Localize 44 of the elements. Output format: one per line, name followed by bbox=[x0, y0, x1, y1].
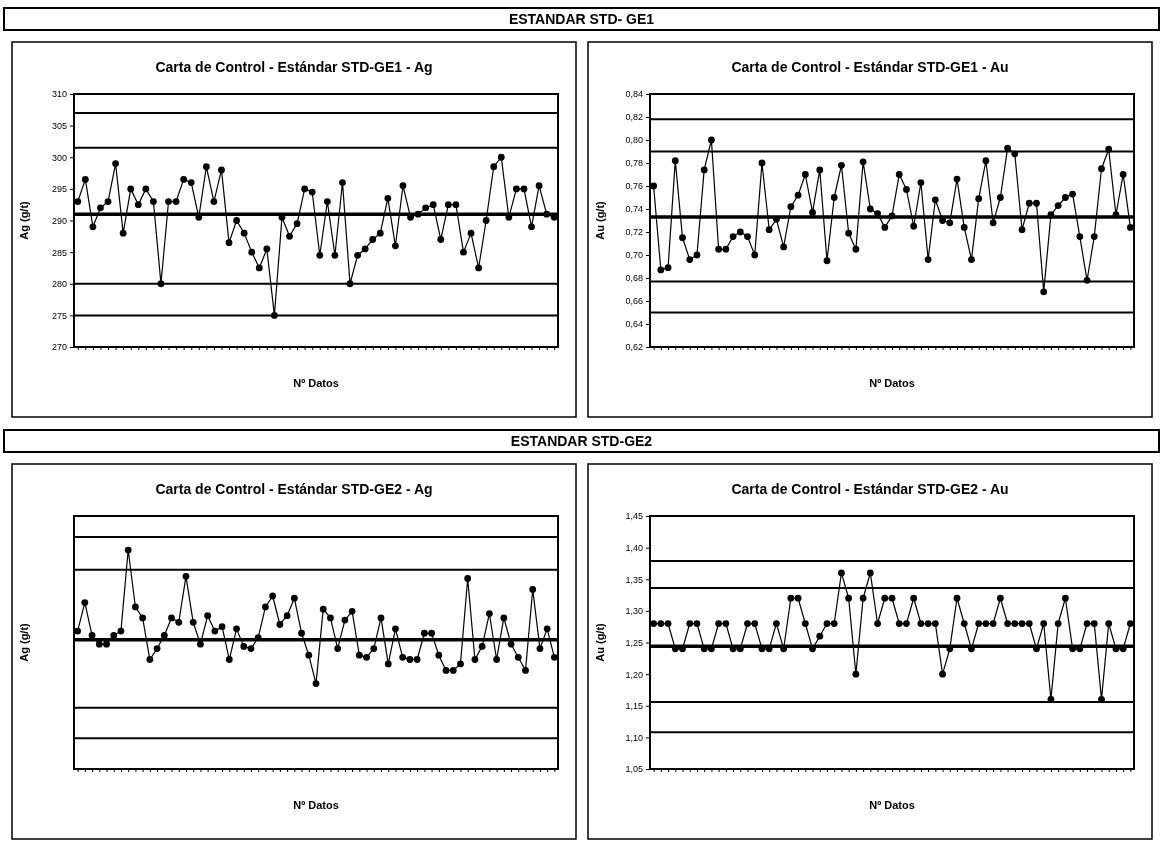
chart-title: Carta de Control - Estándar STD-GE1 - Au bbox=[731, 59, 1009, 75]
y-tick-label: 1,20 bbox=[625, 669, 643, 680]
y-tick-label: 0,68 bbox=[625, 273, 643, 284]
y-tick-label: 275 bbox=[51, 310, 67, 321]
chart-title: Carta de Control - Estándar STD-GE2 - Au bbox=[731, 481, 1009, 497]
y-tick-label: 0,82 bbox=[625, 112, 643, 123]
y-tick-label: 310 bbox=[51, 89, 67, 100]
y-tick-label: 295 bbox=[51, 184, 67, 195]
y-tick-label: 1,10 bbox=[625, 732, 643, 743]
y-axis-title: Au (g/t) bbox=[594, 622, 606, 662]
y-tick-label: 0,66 bbox=[625, 296, 643, 307]
y-tick-label: 1,40 bbox=[625, 543, 643, 554]
y-tick-label: 1,30 bbox=[625, 606, 643, 617]
y-axis-title: Au (g/t) bbox=[594, 200, 606, 240]
y-tick-label: 280 bbox=[51, 279, 67, 290]
x-axis-title: Nº Datos bbox=[293, 377, 339, 389]
text: ESTANDAR STD- GE1 bbox=[508, 11, 655, 27]
x-axis-title: Nº Datos bbox=[869, 799, 915, 811]
y-tick-label: 0,78 bbox=[625, 158, 643, 169]
y-tick-label: 0,84 bbox=[625, 89, 643, 100]
y-tick-label: 0,72 bbox=[625, 227, 643, 238]
chart-title: Carta de Control - Estándar STD-GE2 - Ag bbox=[155, 481, 433, 497]
y-tick-label: 1,15 bbox=[625, 701, 643, 712]
x-axis-title: Nº Datos bbox=[869, 377, 915, 389]
y-tick-label: 305 bbox=[51, 121, 67, 132]
x-axis-title: Nº Datos bbox=[293, 799, 339, 811]
y-tick-label: 0,64 bbox=[625, 319, 643, 330]
y-tick-label: 290 bbox=[51, 215, 67, 226]
y-tick-label: 270 bbox=[51, 342, 67, 353]
y-tick-label: 1,35 bbox=[625, 574, 643, 585]
y-tick-label: 1,45 bbox=[625, 511, 643, 522]
y-tick-label: 0,62 bbox=[625, 342, 643, 353]
y-tick-label: 1,25 bbox=[625, 637, 643, 648]
y-tick-label: 0,74 bbox=[625, 204, 643, 215]
y-tick-label: 285 bbox=[51, 247, 67, 258]
chart-title: Carta de Control - Estándar STD-GE1 - Ag bbox=[155, 59, 433, 75]
y-tick-label: 300 bbox=[51, 152, 67, 163]
y-tick-label: 0,80 bbox=[625, 135, 643, 146]
y-tick-label: 1,05 bbox=[625, 764, 643, 775]
y-tick-label: 0,70 bbox=[625, 250, 643, 261]
y-axis-title: Ag (g/t) bbox=[18, 622, 30, 662]
y-tick-label: 0,76 bbox=[625, 181, 643, 192]
text: ESTANDAR STD-GE2 bbox=[510, 433, 653, 449]
y-axis-title: Ag (g/t) bbox=[18, 200, 30, 240]
